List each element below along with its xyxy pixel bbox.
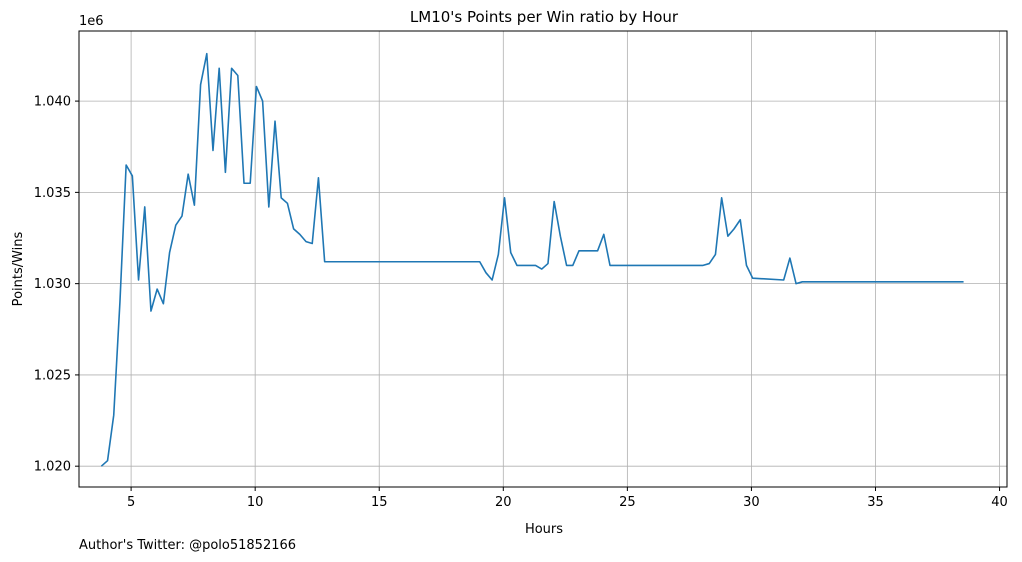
- plot-frame: [78, 30, 1008, 488]
- x-tick-label: 30: [743, 495, 760, 510]
- y-tick-label: 1.020: [34, 460, 71, 475]
- x-tick-label: 10: [247, 495, 264, 510]
- author-twitter-note: Author's Twitter: @polo51852166: [79, 538, 297, 553]
- grid-lines: [79, 31, 1007, 487]
- y-axis-offset-label: 1e6: [79, 14, 104, 29]
- x-tick-label: 5: [127, 495, 135, 510]
- x-tick-label: 20: [495, 495, 512, 510]
- x-tick-label: 15: [371, 495, 388, 510]
- series-group: [100, 52, 964, 467]
- x-tick-label: 25: [619, 495, 636, 510]
- x-axis-label: Hours: [525, 522, 563, 537]
- series-line: [100, 52, 964, 467]
- chart-title: LM10's Points per Win ratio by Hour: [410, 8, 679, 26]
- x-tick-label: 40: [991, 495, 1008, 510]
- y-tick-label: 1.025: [34, 368, 71, 383]
- x-tick-label: 35: [867, 495, 884, 510]
- y-tick-label: 1.035: [34, 186, 71, 201]
- y-axis-ticks: 1.020 1.025 1.030 1.035 1.040: [34, 95, 79, 475]
- y-axis-label: Points/Wins: [11, 231, 26, 306]
- y-tick-label: 1.040: [34, 95, 71, 110]
- x-axis-ticks: 5 10 15 20 25 30 35 40: [127, 487, 1008, 510]
- y-tick-label: 1.030: [34, 277, 71, 292]
